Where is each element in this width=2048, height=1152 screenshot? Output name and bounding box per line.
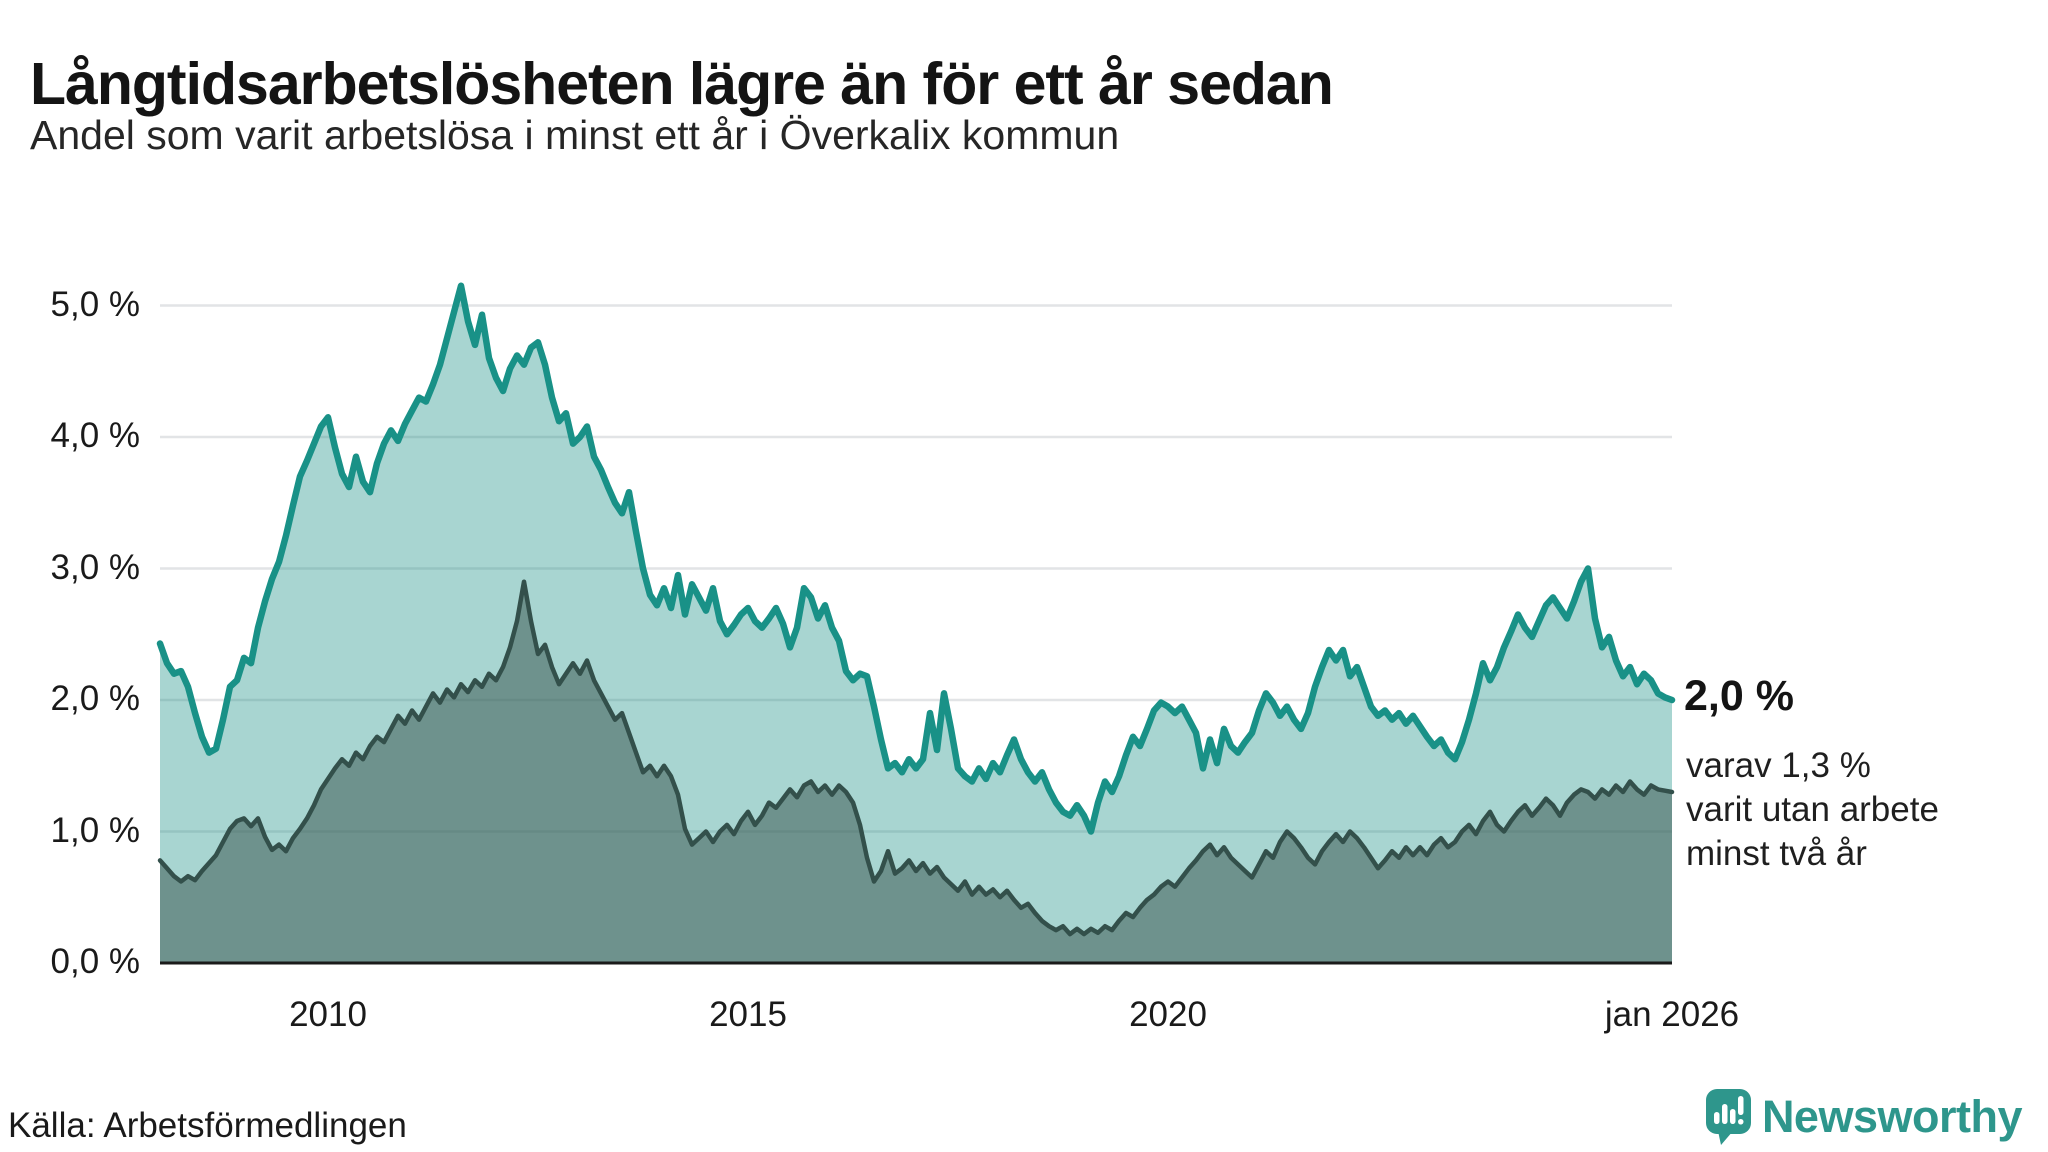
newsworthy-logo: Newsworthy [1705,1088,2023,1146]
page-title: Långtidsarbetslösheten lägre än för ett … [30,50,1334,117]
chart-subtitle: Andel som varit arbetslösa i minst ett å… [30,112,1120,158]
x-axis-tick-label: jan 2026 [1604,995,1740,1034]
y-axis-tick-label: 1,0 % [50,810,141,850]
y-axis-tick-label: 4,0 % [50,416,141,455]
end-note-line-1: varav 1,3 % [1686,746,1871,785]
y-axis-tick-label: 3,0 % [50,547,141,587]
y-axis-tick-label: 2,0 % [50,679,141,718]
source-attribution: Källa: Arbetsförmedlingen [8,1106,407,1145]
x-axis-tick-label: 2020 [1129,995,1207,1034]
y-axis-tick-label: 5,0 % [50,284,141,324]
y-axis-tick-label: 0,0 % [50,942,141,981]
series2-end-note: varav 1,3 % varit utan arbete minst två … [1686,744,1939,876]
x-axis-tick-label: 2015 [709,995,787,1034]
newsworthy-logo-icon [1705,1089,1751,1145]
series1-end-value-label: 2,0 % [1684,672,1794,720]
newsworthy-logo-text: Newsworthy [1761,1091,2023,1142]
end-note-line-3: minst två år [1686,834,1867,873]
x-axis-tick-label: 2010 [289,995,367,1034]
end-note-line-2: varit utan arbete [1686,790,1939,829]
